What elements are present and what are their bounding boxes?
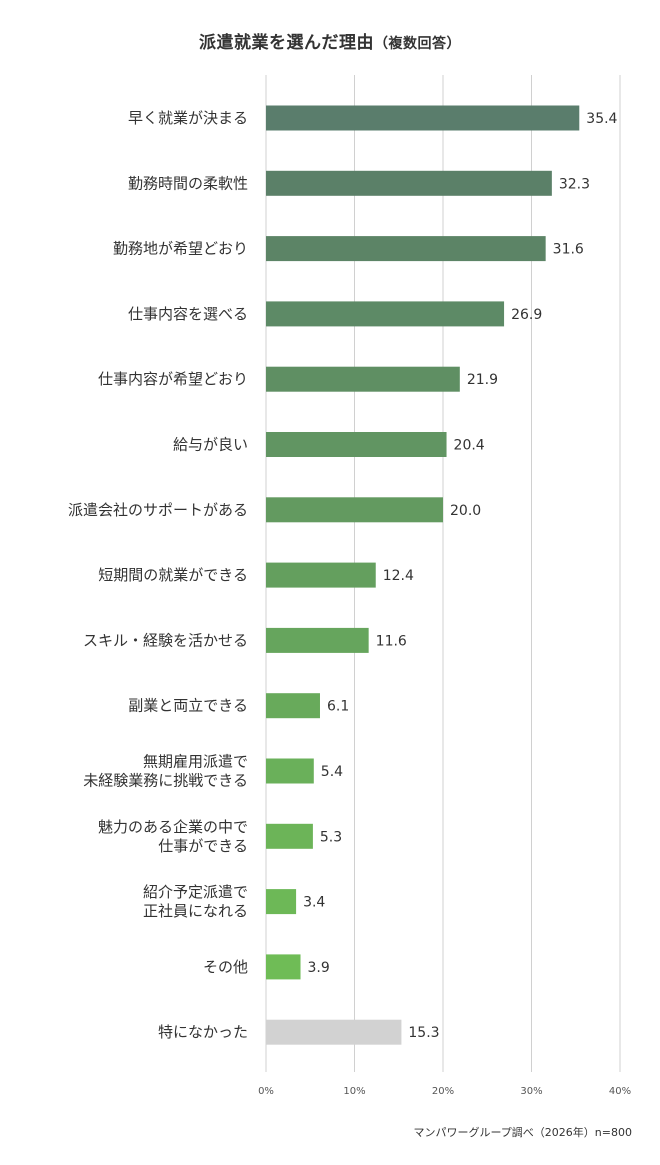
x-tick-label: 20% (432, 1086, 454, 1097)
bar (266, 823, 313, 849)
category-label: 副業と両立できる (128, 697, 248, 715)
category-label-line: 仕事内容を選べる (128, 305, 248, 323)
value-label: 3.4 (303, 895, 325, 911)
value-label: 5.4 (321, 764, 343, 780)
x-axis-ticks: 0% 10% 20% 30% 40% (258, 1086, 631, 1097)
bar (266, 758, 314, 784)
bar (266, 105, 580, 131)
value-label: 21.9 (467, 372, 498, 388)
x-tick-label: 30% (520, 1086, 542, 1097)
bar (266, 432, 447, 457)
bar (266, 1019, 402, 1045)
value-label: 35.4 (586, 111, 617, 127)
category-label-line: 魅力のある企業の中で (98, 818, 248, 836)
category-label: 仕事内容が希望どおり (98, 370, 248, 388)
category-label: スキル・経験を活かせる (83, 631, 248, 649)
category-label-line: 仕事ができる (158, 837, 248, 855)
category-label-line: 副業と両立できる (128, 697, 248, 715)
source-note: マンパワーグループ調べ（2026年）n=800 (413, 1126, 632, 1139)
category-label-line: 短期間の就業ができる (98, 566, 248, 584)
category-label: その他 (203, 958, 248, 976)
bar (266, 497, 443, 523)
bar (266, 562, 376, 588)
value-labels: 35.4 32.3 31.6 26.9 21.9 20.4 20.0 12.4 11.6 6.1 5… (303, 111, 617, 1041)
category-label: 特になかった (158, 1023, 248, 1041)
category-label-line: 特になかった (158, 1023, 248, 1041)
x-tick-label: 0% (258, 1086, 274, 1097)
bar (266, 954, 301, 980)
bar (266, 693, 320, 719)
category-label: 無期雇用派遣で未経験業務に挑戦できる (83, 753, 248, 790)
value-label: 31.6 (553, 242, 584, 258)
category-label: 仕事内容を選べる (128, 305, 248, 323)
category-labels: 早く就業が決まる勤務時間の柔軟性勤務地が希望どおり仕事内容を選べる仕事内容が希望… (68, 109, 248, 1041)
bar (266, 889, 297, 915)
category-label-line: 派遣会社のサポートがある (68, 501, 248, 519)
value-label: 20.4 (454, 438, 485, 454)
value-label: 3.9 (308, 960, 330, 976)
category-label: 派遣会社のサポートがある (68, 501, 248, 519)
category-label: 早く就業が決まる (128, 109, 248, 127)
value-label: 6.1 (327, 699, 349, 715)
x-tick-label: 40% (609, 1086, 631, 1097)
category-label-line: 勤務時間の柔軟性 (128, 174, 248, 192)
bar (266, 627, 369, 653)
category-label-line: 正社員になれる (143, 902, 248, 920)
category-label-line: 無期雇用派遣で (143, 753, 248, 771)
category-label: 給与が良い (173, 436, 248, 454)
category-label: 短期間の就業ができる (98, 566, 248, 584)
bar (266, 236, 546, 262)
chart-subtitle: （複数回答） (374, 36, 461, 52)
category-label-line: その他 (203, 958, 248, 976)
bar (266, 301, 505, 327)
value-label: 11.6 (376, 633, 407, 649)
bar (266, 366, 460, 392)
category-label: 魅力のある企業の中で仕事ができる (98, 818, 248, 855)
value-label: 20.0 (450, 503, 481, 519)
category-label-line: 未経験業務に挑戦できる (83, 772, 248, 790)
category-label-line: 仕事内容が希望どおり (98, 370, 248, 388)
value-label: 12.4 (383, 568, 414, 584)
x-tick-label: 10% (343, 1086, 365, 1097)
value-label: 15.3 (408, 1025, 439, 1041)
value-label: 32.3 (559, 176, 590, 192)
category-label: 勤務地が希望どおり (113, 240, 248, 258)
value-label: 26.9 (511, 307, 542, 323)
category-label-line: 早く就業が決まる (128, 109, 248, 127)
category-label-line: 勤務地が希望どおり (113, 240, 248, 258)
category-label: 紹介予定派遣で正社員になれる (143, 883, 248, 920)
chart-title: 派遣就業を選んだ理由（複数回答） (0, 28, 660, 53)
bar (266, 170, 552, 196)
category-label-line: 給与が良い (173, 436, 248, 454)
category-label-line: スキル・経験を活かせる (83, 631, 248, 649)
chart-title-main: 派遣就業を選んだ理由 (199, 33, 374, 53)
bars (266, 105, 580, 1045)
category-label: 勤務時間の柔軟性 (128, 174, 248, 192)
value-label: 5.3 (320, 829, 342, 845)
category-label-line: 紹介予定派遣で (143, 883, 248, 901)
